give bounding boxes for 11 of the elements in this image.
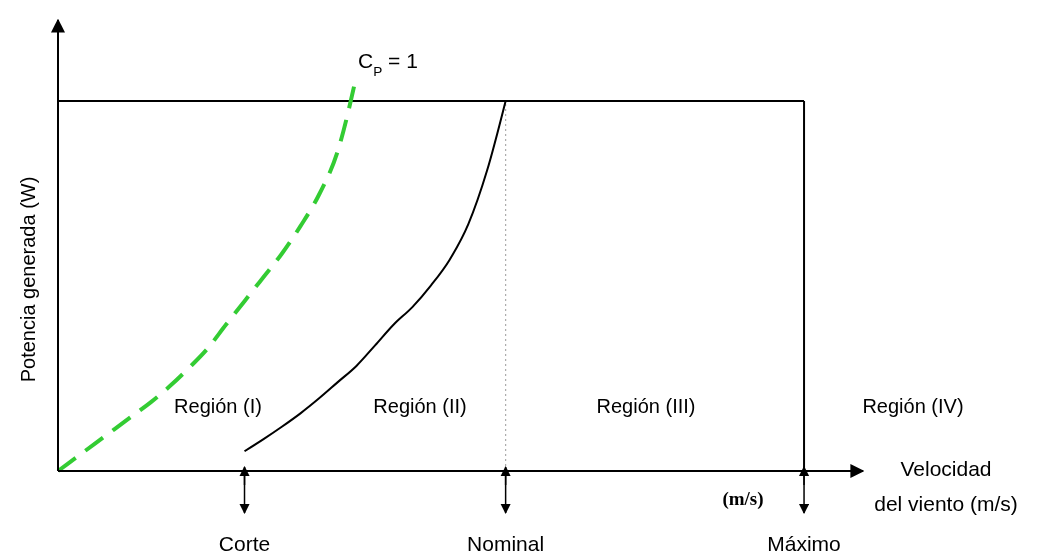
x-tick-label: Nominal [467, 532, 545, 555]
x-axis-title: Velocidad del viento (m/s) [874, 457, 1018, 515]
annotation: Región (III) [596, 395, 696, 417]
annotation: Región (II) [373, 395, 467, 417]
annotation: C$_{P}$ = 1 [358, 49, 418, 79]
annotation: Región (IV) [862, 395, 964, 417]
x-tick-label: Máximo [767, 532, 841, 555]
annotation: Región (I) [174, 395, 262, 417]
x-tick-label: Corte [218, 532, 271, 555]
y-axis-title: Potencia generada (W) [17, 176, 39, 383]
text: (m/s) [722, 488, 764, 510]
